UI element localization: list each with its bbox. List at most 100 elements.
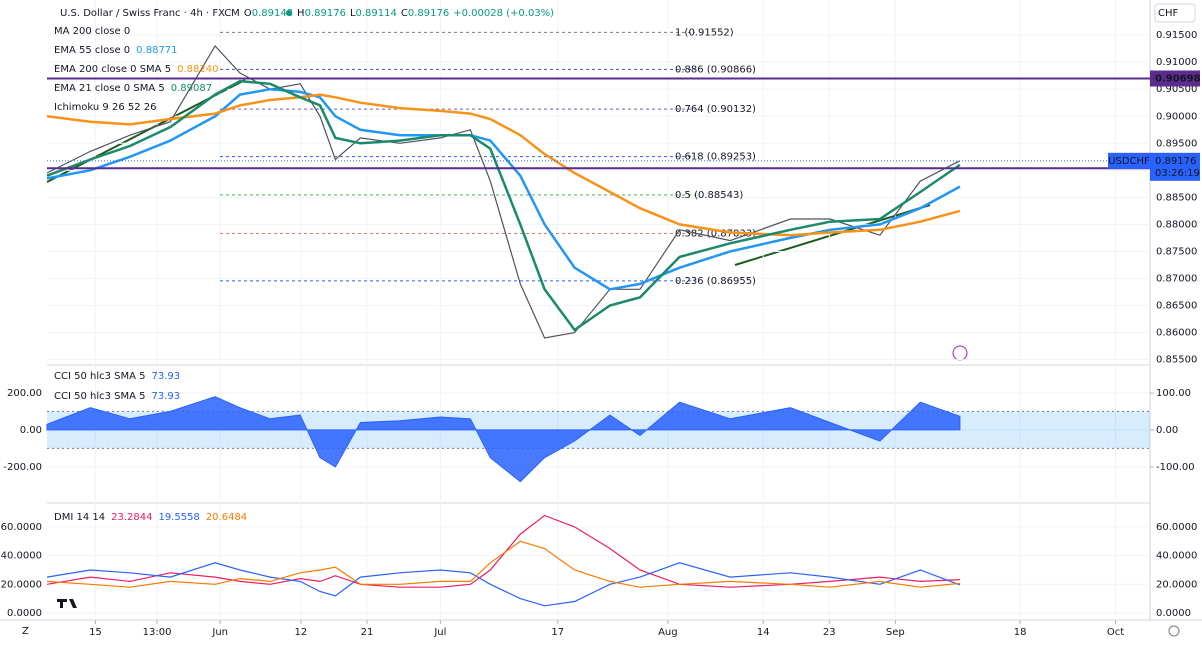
- price-badge-label: 0.90698: [1155, 74, 1201, 85]
- y-tick-label: 0.89500: [1156, 138, 1197, 149]
- ohlc-value: 0.89114: [356, 8, 397, 19]
- legend-name: EMA 21 close 0 SMA 5: [54, 83, 165, 94]
- series-line: [46, 562, 961, 607]
- series-line: [46, 79, 961, 332]
- legend-value: 73.93: [152, 371, 181, 382]
- symbol-badge: [1108, 152, 1150, 169]
- y2-tick-label: -100.00: [1156, 462, 1195, 473]
- x-tick-label: 14: [757, 627, 770, 638]
- symbol-label: USDCHF: [1108, 156, 1150, 167]
- last-price-label: 0.89176: [1155, 156, 1196, 167]
- legend-value: 0.89087: [171, 83, 212, 94]
- fib-label: 1 (0.91552): [675, 27, 734, 38]
- x-tick-label: 18: [1014, 627, 1027, 638]
- x-tick-label: Aug: [658, 627, 678, 638]
- y-tick-label: 0.86500: [1156, 301, 1197, 312]
- y-tick-label: 0.87000: [1156, 273, 1197, 284]
- legend-entry: EMA 21 close 0 SMA 5 0.89087: [54, 83, 212, 94]
- legend-value: 20.6484: [206, 512, 247, 523]
- legend-entry: MA 200 close 0: [54, 26, 130, 37]
- legend-entry: Ichimoku 9 26 52 26: [54, 102, 157, 113]
- y-tick-label: 0.91000: [1156, 57, 1197, 68]
- ohlc-key: H: [297, 8, 305, 19]
- legend-value: 23.2844: [111, 512, 152, 523]
- symbol-title: U.S. Dollar / Swiss Franc · 4h · FXCM O0.…: [60, 8, 554, 19]
- y-tick-label: 0.0000: [7, 608, 42, 619]
- legend-entry: CCI 50 hlc3 SMA 5 73.93: [54, 391, 180, 402]
- ohlc-key: O: [244, 8, 252, 19]
- legend-entry: EMA 55 close 0 0.88771: [54, 45, 178, 56]
- settings-icon[interactable]: [1168, 625, 1180, 637]
- y-tick-label-right: 60.0000: [1156, 522, 1197, 533]
- legend-name: Ichimoku 9 26 52 26: [54, 102, 157, 113]
- x-tick-label: 12: [295, 627, 308, 638]
- currency[interactable]: CHF: [1158, 8, 1179, 19]
- legend-entry: EMA 200 close 0 SMA 5 0.88240: [54, 64, 218, 75]
- fib-label: 0.5 (0.88543): [675, 190, 743, 201]
- legend-value: 73.93: [152, 391, 181, 402]
- ohlc-key: C: [401, 8, 408, 19]
- ohlc-key: L: [350, 8, 356, 19]
- zoom-icon[interactable]: Z: [22, 626, 29, 637]
- legend-name: DMI 14 14: [54, 512, 105, 523]
- ohlc-key: +0.00028 (+0.03%): [453, 8, 554, 19]
- ohlc-value: 0.89148: [252, 8, 293, 19]
- y-tick-label: 0.90500: [1156, 84, 1197, 95]
- x-tick-label: 21: [361, 627, 374, 638]
- logo-part: [69, 599, 77, 608]
- y-tick-label: 0.91500: [1156, 30, 1197, 41]
- legend-name: CCI 50 hlc3 SMA 5: [54, 371, 146, 382]
- series-line: [46, 514, 960, 588]
- legend-name: MA 200 close 0: [54, 26, 130, 37]
- y-tick-label: 0.88000: [1156, 219, 1197, 230]
- tv-logo: [57, 599, 77, 608]
- y-tick-label: 0.00: [20, 425, 42, 436]
- y2-tick-label: 0.00: [1156, 425, 1178, 436]
- legend-value: 19.5558: [158, 512, 199, 523]
- currency-button[interactable]: [1154, 3, 1196, 23]
- logo-part: [60, 599, 63, 608]
- y-tick-label: 20.0000: [1, 579, 42, 590]
- fib-label: 0.236 (0.86955): [675, 276, 756, 287]
- legend-value: 0.88771: [136, 45, 177, 56]
- y-tick-label: 0.86000: [1156, 328, 1197, 339]
- y-tick-label: 0.87500: [1156, 246, 1197, 257]
- fib-label: 0.382 (0.87833): [675, 228, 756, 239]
- y-tick-label: -200.00: [3, 462, 42, 473]
- x-tick-label: Oct: [1107, 627, 1124, 638]
- x-tick-label: Jul: [433, 627, 446, 638]
- x-tick-label: 23: [823, 627, 836, 638]
- y-tick-label: 200.00: [7, 388, 42, 399]
- y-tick-label: 40.0000: [1, 551, 42, 562]
- legend-name: EMA 55 close 0: [54, 45, 130, 56]
- ohlc-value: 0.89176: [305, 8, 346, 19]
- y-tick-label: 0.88500: [1156, 192, 1197, 203]
- price-badge: [1150, 152, 1200, 181]
- fib-label: 0.618 (0.89253): [675, 152, 756, 163]
- y-tick-label: 0.90000: [1156, 111, 1197, 122]
- fib-label: 0.886 (0.90866): [675, 64, 756, 75]
- y-tick-label-right: 40.0000: [1156, 551, 1197, 562]
- x-tick-label: 17: [551, 627, 564, 638]
- legend-name: EMA 200 close 0 SMA 5: [54, 64, 171, 75]
- countdown: 03:26:19: [1155, 168, 1200, 179]
- fib-label: 0.764 (0.90132): [675, 104, 756, 115]
- ohlc-value: 0.89176: [408, 8, 449, 19]
- x-tick-label: 13:00: [143, 627, 172, 638]
- series-area: [46, 396, 961, 483]
- title: U.S. Dollar / Swiss Franc · 4h · FXCM: [60, 8, 240, 19]
- legend-value: 0.88240: [177, 64, 218, 75]
- y2-tick-label: 100.00: [1156, 388, 1191, 399]
- market-status: [286, 10, 292, 16]
- y-tick-label: 60.0000: [1, 522, 42, 533]
- legend-entry: DMI 14 14 23.2844 19.5558 20.6484: [54, 512, 247, 523]
- series-line: [46, 45, 961, 339]
- x-tick-label: 15: [89, 627, 102, 638]
- y-tick-label-right: 0.0000: [1156, 608, 1191, 619]
- legend-entry: CCI 50 hlc3 SMA 5 73.93: [54, 371, 180, 382]
- y-tick-label-right: 20.0000: [1156, 579, 1197, 590]
- x-tick-label: Sep: [886, 627, 905, 638]
- x-tick-label: Jun: [211, 627, 228, 638]
